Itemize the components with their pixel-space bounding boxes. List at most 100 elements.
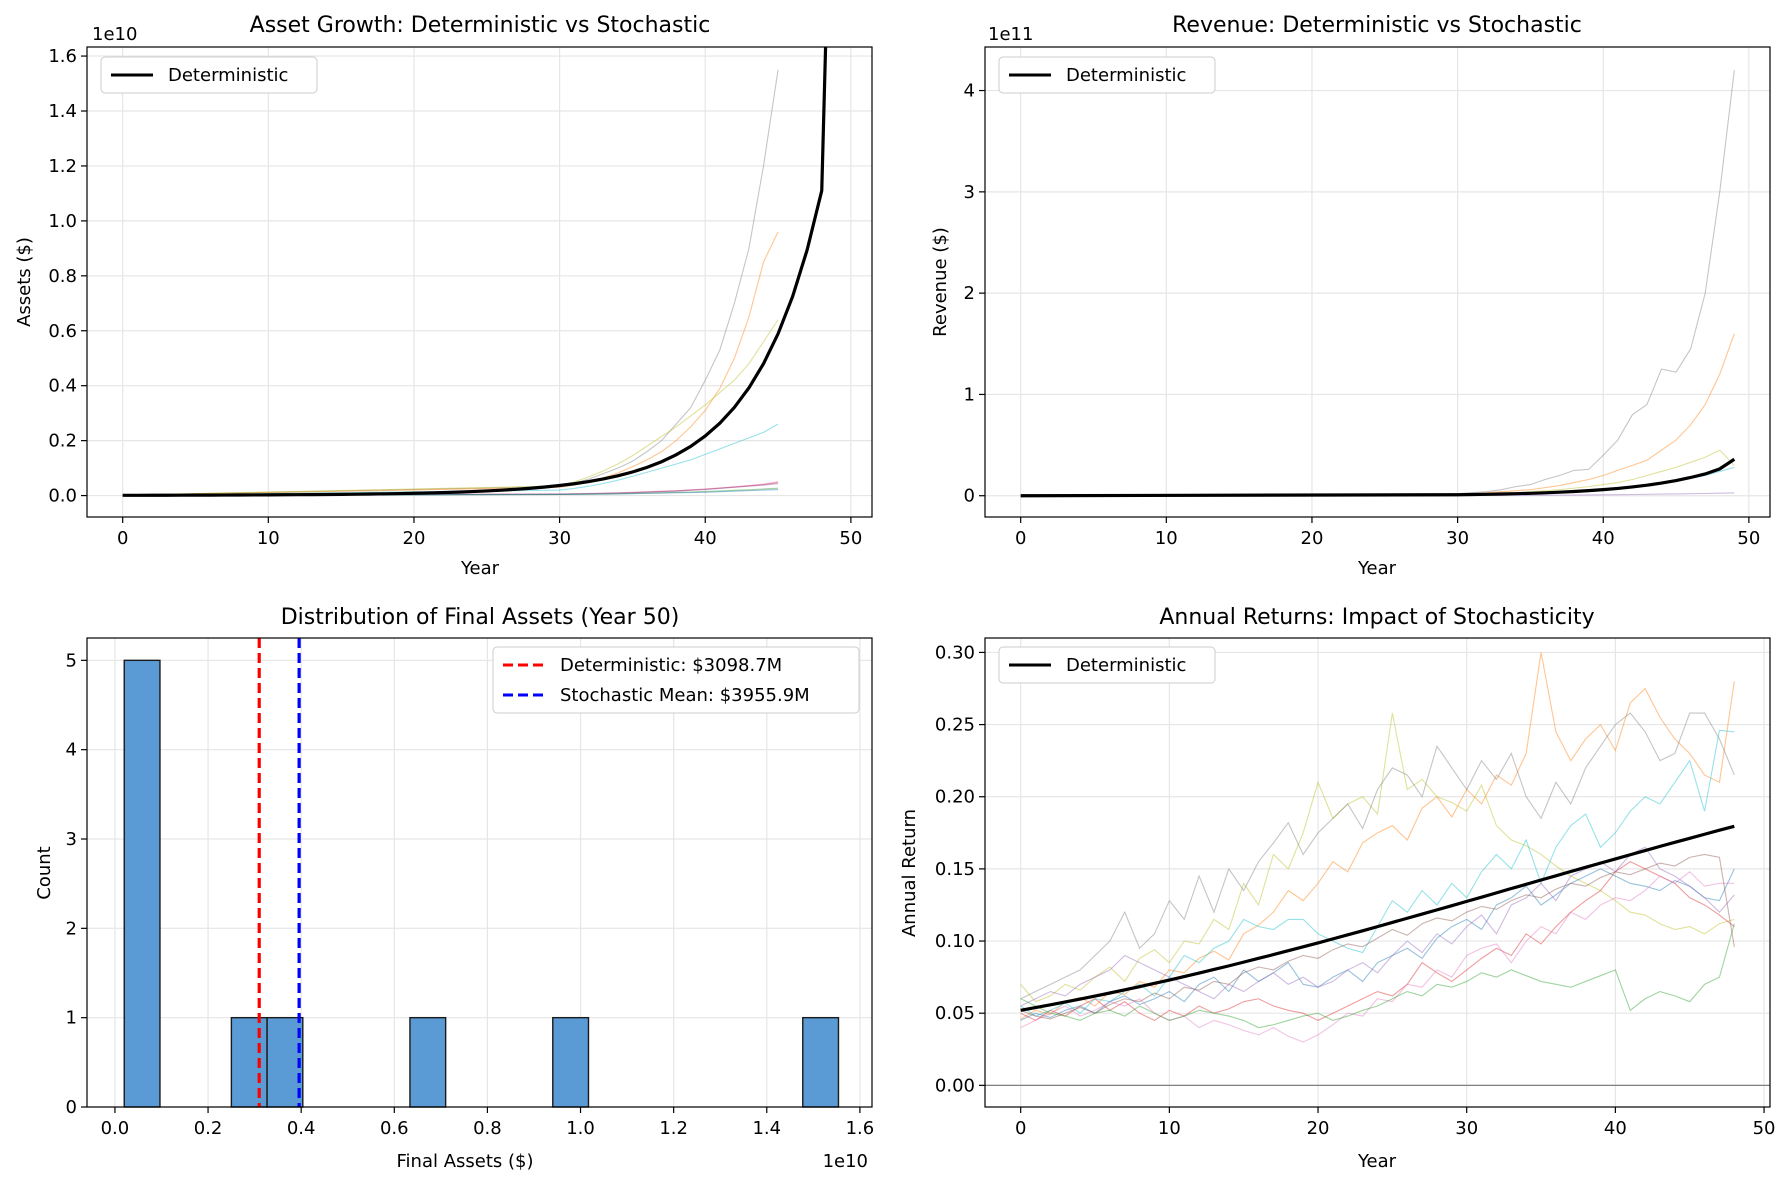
returns-ylabel: Annual Return: [899, 809, 920, 937]
assets-deterministic-line: [122, 47, 828, 497]
histogram-bar: [409, 1016, 447, 1108]
assets-title: Asset Growth: Deterministic vs Stochasti…: [250, 13, 711, 38]
revenue-offset-label: 1e11: [988, 24, 1033, 45]
histogram-xtick-label: 0.4: [287, 1118, 316, 1139]
histogram-ytick-label: 1: [66, 1008, 77, 1029]
revenue-stochastic-path-2: [1020, 333, 1735, 497]
returns-xtick-label: 0: [1015, 1118, 1026, 1139]
returns-xtick-label: 50: [1753, 1118, 1776, 1139]
histogram-xtick-label: 0.8: [473, 1118, 502, 1139]
returns-series: [1020, 652, 1735, 1043]
revenue-ytick-label: 1: [964, 384, 975, 405]
histogram-reference-lines: [257, 638, 301, 1107]
assets-y-ticks: 0.0 0.2 0.4 0.6 0.8 1.0 1.2 1.4 1.6: [48, 46, 87, 507]
histogram-bar: [230, 1016, 268, 1108]
revenue-axes-frame: [984, 46, 1771, 518]
histogram-ytick-label: 4: [66, 740, 77, 761]
assets-deterministic: [122, 47, 828, 497]
assets-xlabel: Year: [460, 558, 500, 579]
histogram-ylabel: Count: [34, 846, 55, 899]
returns-deterministic-line: [1020, 824, 1735, 1012]
returns-stochastic-path-7: [1020, 846, 1735, 1007]
histogram-xtick-label: 0.0: [101, 1118, 130, 1139]
revenue-deterministic: [1020, 457, 1736, 498]
revenue-legend-box: [998, 56, 1216, 94]
histogram-xtick-label: 1.2: [659, 1118, 688, 1139]
assets-ytick-label: 0.2: [48, 431, 77, 452]
assets-grid: [87, 47, 872, 517]
returns-stochastic-path-5: [1020, 868, 1735, 1021]
histogram-title: Distribution of Final Assets (Year 50): [281, 605, 680, 630]
assets-stochastic-path-6: [122, 482, 779, 497]
assets-legend-box: [100, 56, 318, 94]
returns-ytick-label: 0.25: [935, 715, 975, 736]
returns-title: Annual Returns: Impact of Stochasticity: [1159, 605, 1594, 630]
histogram-legend-label-deterministic: Deterministic: $3098.7M: [560, 655, 782, 676]
assets-legend: Deterministic: [100, 56, 318, 94]
histogram-bar: [266, 1016, 304, 1108]
revenue-y-ticks: 0 1 2 3 4: [964, 81, 985, 507]
histogram-xlabel: Final Assets ($): [396, 1151, 533, 1172]
revenue-ytick-label: 4: [964, 81, 975, 102]
returns-stochastic-path-9: [1020, 923, 1735, 1029]
assets-xtick-label: 0: [117, 528, 128, 549]
assets-ytick-label: 0.0: [48, 486, 77, 507]
revenue-grid: [985, 47, 1770, 517]
histogram-bar: [552, 1016, 590, 1108]
histogram-bar: [123, 659, 161, 1108]
revenue-xtick-label: 20: [1301, 528, 1324, 549]
revenue-xtick-label: 50: [1737, 528, 1760, 549]
panel-revenue: Revenue: Deterministic vs Stochastic 1e1…: [930, 13, 1771, 579]
returns-x-ticks: 0 10 20 30 40 50: [1015, 1107, 1776, 1139]
assets-stochastic-path-9: [122, 488, 779, 497]
assets-xtick-label: 20: [403, 528, 426, 549]
histogram-offset-label: 1e10: [823, 1151, 868, 1172]
assets-stochastic-path-5: [122, 481, 779, 497]
revenue-xtick-label: 10: [1155, 528, 1178, 549]
assets-series: [122, 69, 779, 497]
histogram-ytick-label: 3: [66, 829, 77, 850]
returns-stochastic-path-10: [1020, 853, 1735, 1020]
returns-stochastic-path-8: [1020, 871, 1735, 1043]
panel-assets: Asset Growth: Deterministic vs Stochasti…: [14, 13, 873, 579]
assets-offset-label: 1e10: [92, 24, 137, 45]
returns-y-ticks: 0.00 0.05 0.10 0.15 0.20 0.25 0.30: [935, 642, 985, 1096]
assets-axes-frame: [86, 46, 873, 518]
returns-ytick-label: 0.20: [935, 787, 975, 808]
returns-ytick-label: 0.10: [935, 931, 975, 952]
histogram-bar: [802, 1016, 840, 1108]
returns-ytick-label: 0.30: [935, 642, 975, 663]
assets-stochastic-path-4: [122, 423, 779, 496]
returns-legend-box: [998, 646, 1216, 684]
assets-ylabel: Assets ($): [14, 237, 35, 327]
histogram-ytick-label: 5: [66, 650, 77, 671]
histogram-x-ticks: 0.0 0.2 0.4 0.6 0.8 1.0 1.2 1.4 1.6: [101, 1107, 874, 1139]
returns-xtick-label: 40: [1604, 1118, 1627, 1139]
assets-ytick-label: 0.6: [48, 321, 77, 342]
histogram-legend-label-mean: Stochastic Mean: $3955.9M: [560, 685, 810, 706]
assets-xtick-label: 10: [257, 528, 280, 549]
assets-xtick-label: 50: [839, 528, 862, 549]
revenue-stochastic-path-1: [1020, 70, 1735, 497]
revenue-title: Revenue: Deterministic vs Stochastic: [1172, 13, 1582, 38]
histogram-ytick-label: 2: [66, 918, 77, 939]
assets-ytick-label: 1.0: [48, 211, 77, 232]
histogram-xtick-label: 1.0: [566, 1118, 595, 1139]
panel-returns: Annual Returns: Impact of Stochasticity …: [899, 605, 1776, 1172]
revenue-ytick-label: 0: [964, 486, 975, 507]
assets-stochastic-path-2: [122, 231, 779, 496]
returns-xlabel: Year: [1357, 1151, 1397, 1172]
assets-ytick-label: 1.6: [48, 46, 77, 67]
returns-xtick-label: 20: [1307, 1118, 1330, 1139]
returns-xtick-label: 10: [1158, 1118, 1181, 1139]
revenue-stochastic-path-4: [1020, 466, 1735, 497]
histogram-ytick-label: 0: [66, 1097, 77, 1118]
returns-stochastic-path-6: [1020, 861, 1735, 1022]
histogram-xtick-label: 0.2: [194, 1118, 223, 1139]
assets-stochastic-path-1: [122, 69, 779, 496]
assets-stochastic-path-3: [122, 319, 779, 496]
assets-legend-label: Deterministic: [168, 65, 288, 86]
histogram-axes-frame: [86, 637, 873, 1108]
returns-legend-label: Deterministic: [1066, 655, 1186, 676]
